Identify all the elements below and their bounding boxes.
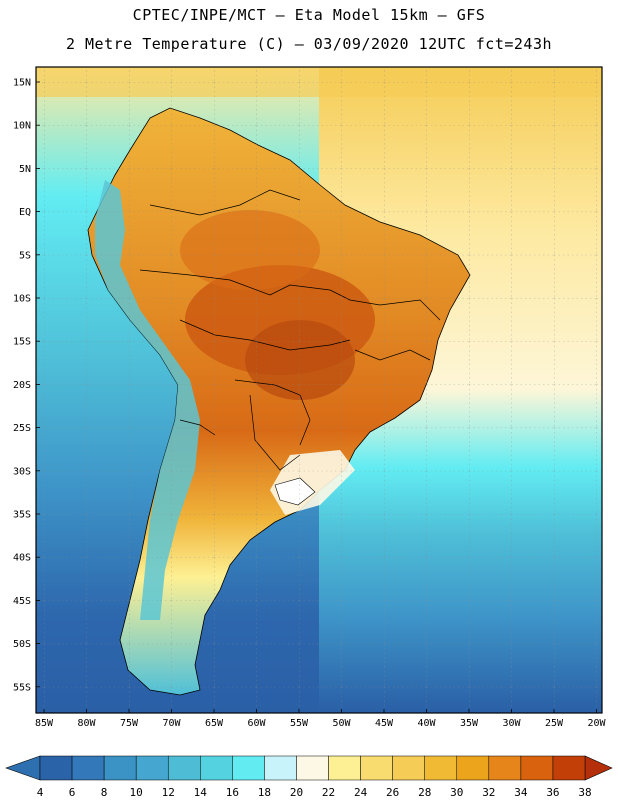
lat-label-45s: 45S xyxy=(13,596,31,607)
lon-label-25w: 25W xyxy=(545,718,564,729)
colorbar-swatch-7 xyxy=(264,755,297,781)
colorbar-swatch-4 xyxy=(167,755,201,781)
lat-label-30s: 30S xyxy=(13,466,31,477)
lat-label-15n: 15N xyxy=(13,78,31,89)
map-title-line1: CPTEC/INPE/MCT — Eta Model 15km — GFS xyxy=(132,6,486,24)
lat-label-5n: 5N xyxy=(19,164,31,175)
colorbar-label-28: 28 xyxy=(418,786,431,799)
lon-label-40w: 40W xyxy=(417,718,436,729)
colorbar-label-32: 32 xyxy=(482,786,495,799)
colorbar-swatch-14 xyxy=(488,755,522,781)
colorbar-label-8: 8 xyxy=(101,786,108,799)
colorbar-label-16: 16 xyxy=(226,786,239,799)
lat-label-10s: 10S xyxy=(13,294,31,305)
map-frame xyxy=(35,66,603,714)
colorbar-swatch-16 xyxy=(552,755,586,781)
colorbar-label-18: 18 xyxy=(258,786,271,799)
temperature-colorbar: 4 6 8 10 12 14 16 18 20 22 24 26 28 30 32 34 36 38 xyxy=(5,755,613,799)
colorbar-label-34: 34 xyxy=(514,786,528,799)
lon-label-65w: 65W xyxy=(205,718,224,729)
colorbar-swatch-0 xyxy=(39,755,73,781)
colorbar-swatch-13 xyxy=(456,755,490,781)
lon-label-75w: 75W xyxy=(120,718,139,729)
colorbar-swatch-10 xyxy=(360,755,393,781)
colorbar-swatch-9 xyxy=(328,755,361,781)
colorbar-label-30: 30 xyxy=(450,786,463,799)
lat-label-5s: 5S xyxy=(19,250,31,261)
colorbar-swatch-6 xyxy=(232,755,265,781)
lat-label-eq: EQ xyxy=(19,207,31,218)
lon-label-20w: 20W xyxy=(587,718,606,729)
lon-label-80w: 80W xyxy=(77,718,96,729)
lon-label-50w: 50W xyxy=(332,718,351,729)
latitude-labels: 15N 10N 5N EQ 5S 10S 15S 20S 25S 30S 35S 40S 45S 50S 5… xyxy=(13,78,40,693)
colorbar-label-14: 14 xyxy=(194,786,208,799)
longitude-labels: 85W 80W 75W 70W 65W 60W 55W 50W 45W 40W 35W 30W 25W 2… xyxy=(35,709,607,729)
colorbar-label-10: 10 xyxy=(130,786,143,799)
colorbar-swatch-2 xyxy=(103,755,137,781)
lon-label-35w: 35W xyxy=(460,718,479,729)
lat-label-20s: 20S xyxy=(13,380,31,391)
colorbar-high-arrow xyxy=(584,755,613,781)
lon-label-30w: 30W xyxy=(502,718,521,729)
colorbar-label-22: 22 xyxy=(322,786,335,799)
colorbar-swatch-8 xyxy=(296,755,329,781)
colorbar-swatch-3 xyxy=(135,755,169,781)
colorbar-swatch-1 xyxy=(71,755,105,781)
lon-label-45w: 45W xyxy=(375,718,394,729)
colorbar-swatch-5 xyxy=(200,755,233,781)
lat-label-35s: 35S xyxy=(13,510,31,521)
colorbar-label-26: 26 xyxy=(386,786,399,799)
lat-label-40s: 40S xyxy=(13,553,31,564)
lon-label-70w: 70W xyxy=(162,718,181,729)
lat-label-55s: 55S xyxy=(13,682,31,693)
map-title-line2: 2 Metre Temperature (C) — 03/09/2020 12U… xyxy=(65,35,553,53)
lon-label-55w: 55W xyxy=(290,718,309,729)
colorbar-label-20: 20 xyxy=(290,786,303,799)
colorbar-label-38: 38 xyxy=(578,786,591,799)
colorbar-label-6: 6 xyxy=(69,786,76,799)
lat-label-25s: 25S xyxy=(13,423,31,434)
colorbar-label-4: 4 xyxy=(37,786,44,799)
colorbar-swatch-12 xyxy=(424,755,458,781)
lat-label-15s: 15S xyxy=(13,337,31,348)
lat-lon-grid xyxy=(36,67,602,713)
colorbar-label-12: 12 xyxy=(162,786,175,799)
colorbar-label-24: 24 xyxy=(354,786,368,799)
colorbar-swatch-15 xyxy=(520,755,554,781)
lon-label-60w: 60W xyxy=(247,718,266,729)
lon-label-85w: 85W xyxy=(35,718,54,729)
colorbar-low-arrow xyxy=(5,755,41,781)
colorbar-label-36: 36 xyxy=(546,786,559,799)
colorbar-swatch-11 xyxy=(392,755,425,781)
lat-label-10n: 10N xyxy=(13,121,31,132)
lat-label-50s: 50S xyxy=(13,639,31,650)
